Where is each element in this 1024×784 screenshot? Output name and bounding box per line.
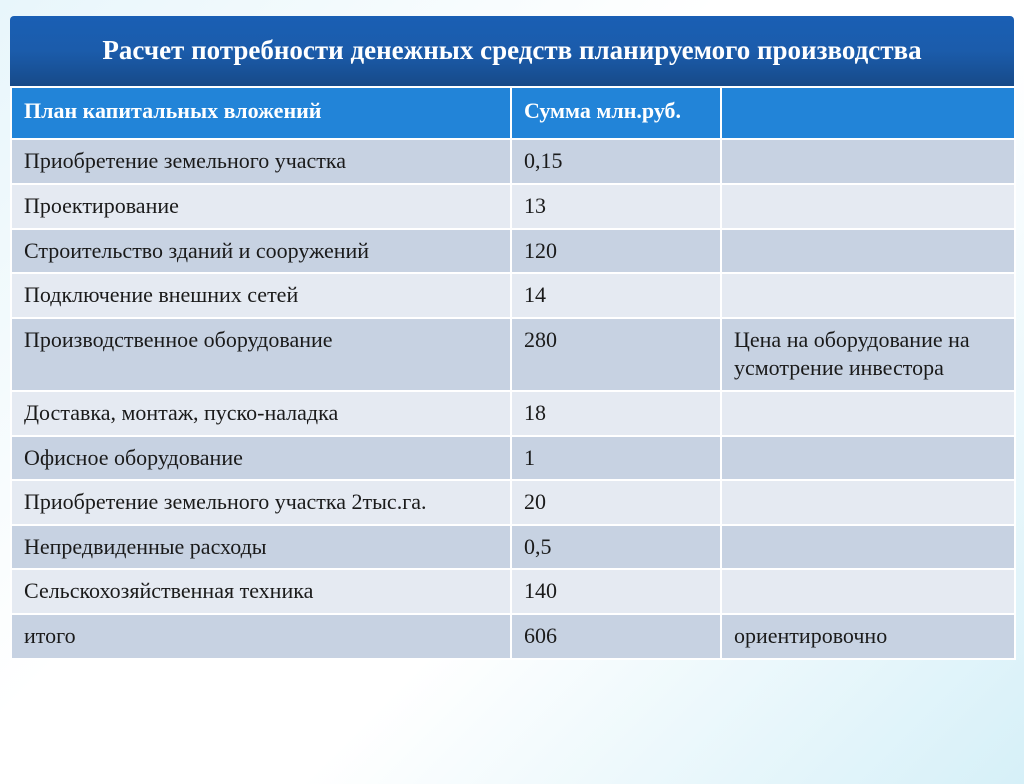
slide: Расчет потребности денежных средств план…: [10, 16, 1014, 660]
cell-note: [721, 391, 1015, 436]
table-row: Приобретение земельного участка 2тыс.га.…: [11, 480, 1015, 525]
cell-amount: 14: [511, 273, 721, 318]
table-row: Приобретение земельного участка0,15: [11, 139, 1015, 184]
table-row: Непредвиденные расходы0,5: [11, 525, 1015, 570]
cell-plan: Подключение внешних сетей: [11, 273, 511, 318]
investment-table: План капитальных вложений Сумма млн.руб.…: [10, 86, 1016, 659]
cell-amount: 0,5: [511, 525, 721, 570]
cell-plan: Доставка, монтаж, пуско-наладка: [11, 391, 511, 436]
cell-plan: Офисное оборудование: [11, 436, 511, 481]
col-header-amount: Сумма млн.руб.: [511, 87, 721, 139]
cell-note: [721, 525, 1015, 570]
cell-note: [721, 569, 1015, 614]
cell-note: [721, 480, 1015, 525]
cell-plan: Строительство зданий и сооружений: [11, 229, 511, 274]
cell-plan: Производственное оборудование: [11, 318, 511, 391]
cell-plan: Сельскохозяйственная техника: [11, 569, 511, 614]
table-header-row: План капитальных вложений Сумма млн.руб.: [11, 87, 1015, 139]
cell-note: ориентировочно: [721, 614, 1015, 659]
cell-amount: 140: [511, 569, 721, 614]
table-row: Подключение внешних сетей14: [11, 273, 1015, 318]
cell-note: Цена на оборудование на усмотрение инвес…: [721, 318, 1015, 391]
cell-note: [721, 436, 1015, 481]
slide-title: Расчет потребности денежных средств план…: [10, 16, 1014, 86]
cell-note: [721, 184, 1015, 229]
table-row: Доставка, монтаж, пуско-наладка18: [11, 391, 1015, 436]
table-row: Сельскохозяйственная техника140: [11, 569, 1015, 614]
table-row: итого606ориентировочно: [11, 614, 1015, 659]
col-header-note: [721, 87, 1015, 139]
cell-note: [721, 139, 1015, 184]
cell-plan: Приобретение земельного участка 2тыс.га.: [11, 480, 511, 525]
cell-amount: 18: [511, 391, 721, 436]
cell-note: [721, 229, 1015, 274]
table-row: Проектирование13: [11, 184, 1015, 229]
cell-plan: Непредвиденные расходы: [11, 525, 511, 570]
cell-amount: 280: [511, 318, 721, 391]
cell-amount: 120: [511, 229, 721, 274]
table-row: Офисное оборудование1: [11, 436, 1015, 481]
col-header-plan: План капитальных вложений: [11, 87, 511, 139]
cell-amount: 606: [511, 614, 721, 659]
table-row: Строительство зданий и сооружений120: [11, 229, 1015, 274]
cell-amount: 13: [511, 184, 721, 229]
cell-amount: 1: [511, 436, 721, 481]
cell-amount: 20: [511, 480, 721, 525]
table-row: Производственное оборудование280Цена на …: [11, 318, 1015, 391]
cell-amount: 0,15: [511, 139, 721, 184]
cell-plan: Проектирование: [11, 184, 511, 229]
cell-plan: итого: [11, 614, 511, 659]
cell-plan: Приобретение земельного участка: [11, 139, 511, 184]
cell-note: [721, 273, 1015, 318]
table-body: Приобретение земельного участка0,15Проек…: [11, 139, 1015, 658]
